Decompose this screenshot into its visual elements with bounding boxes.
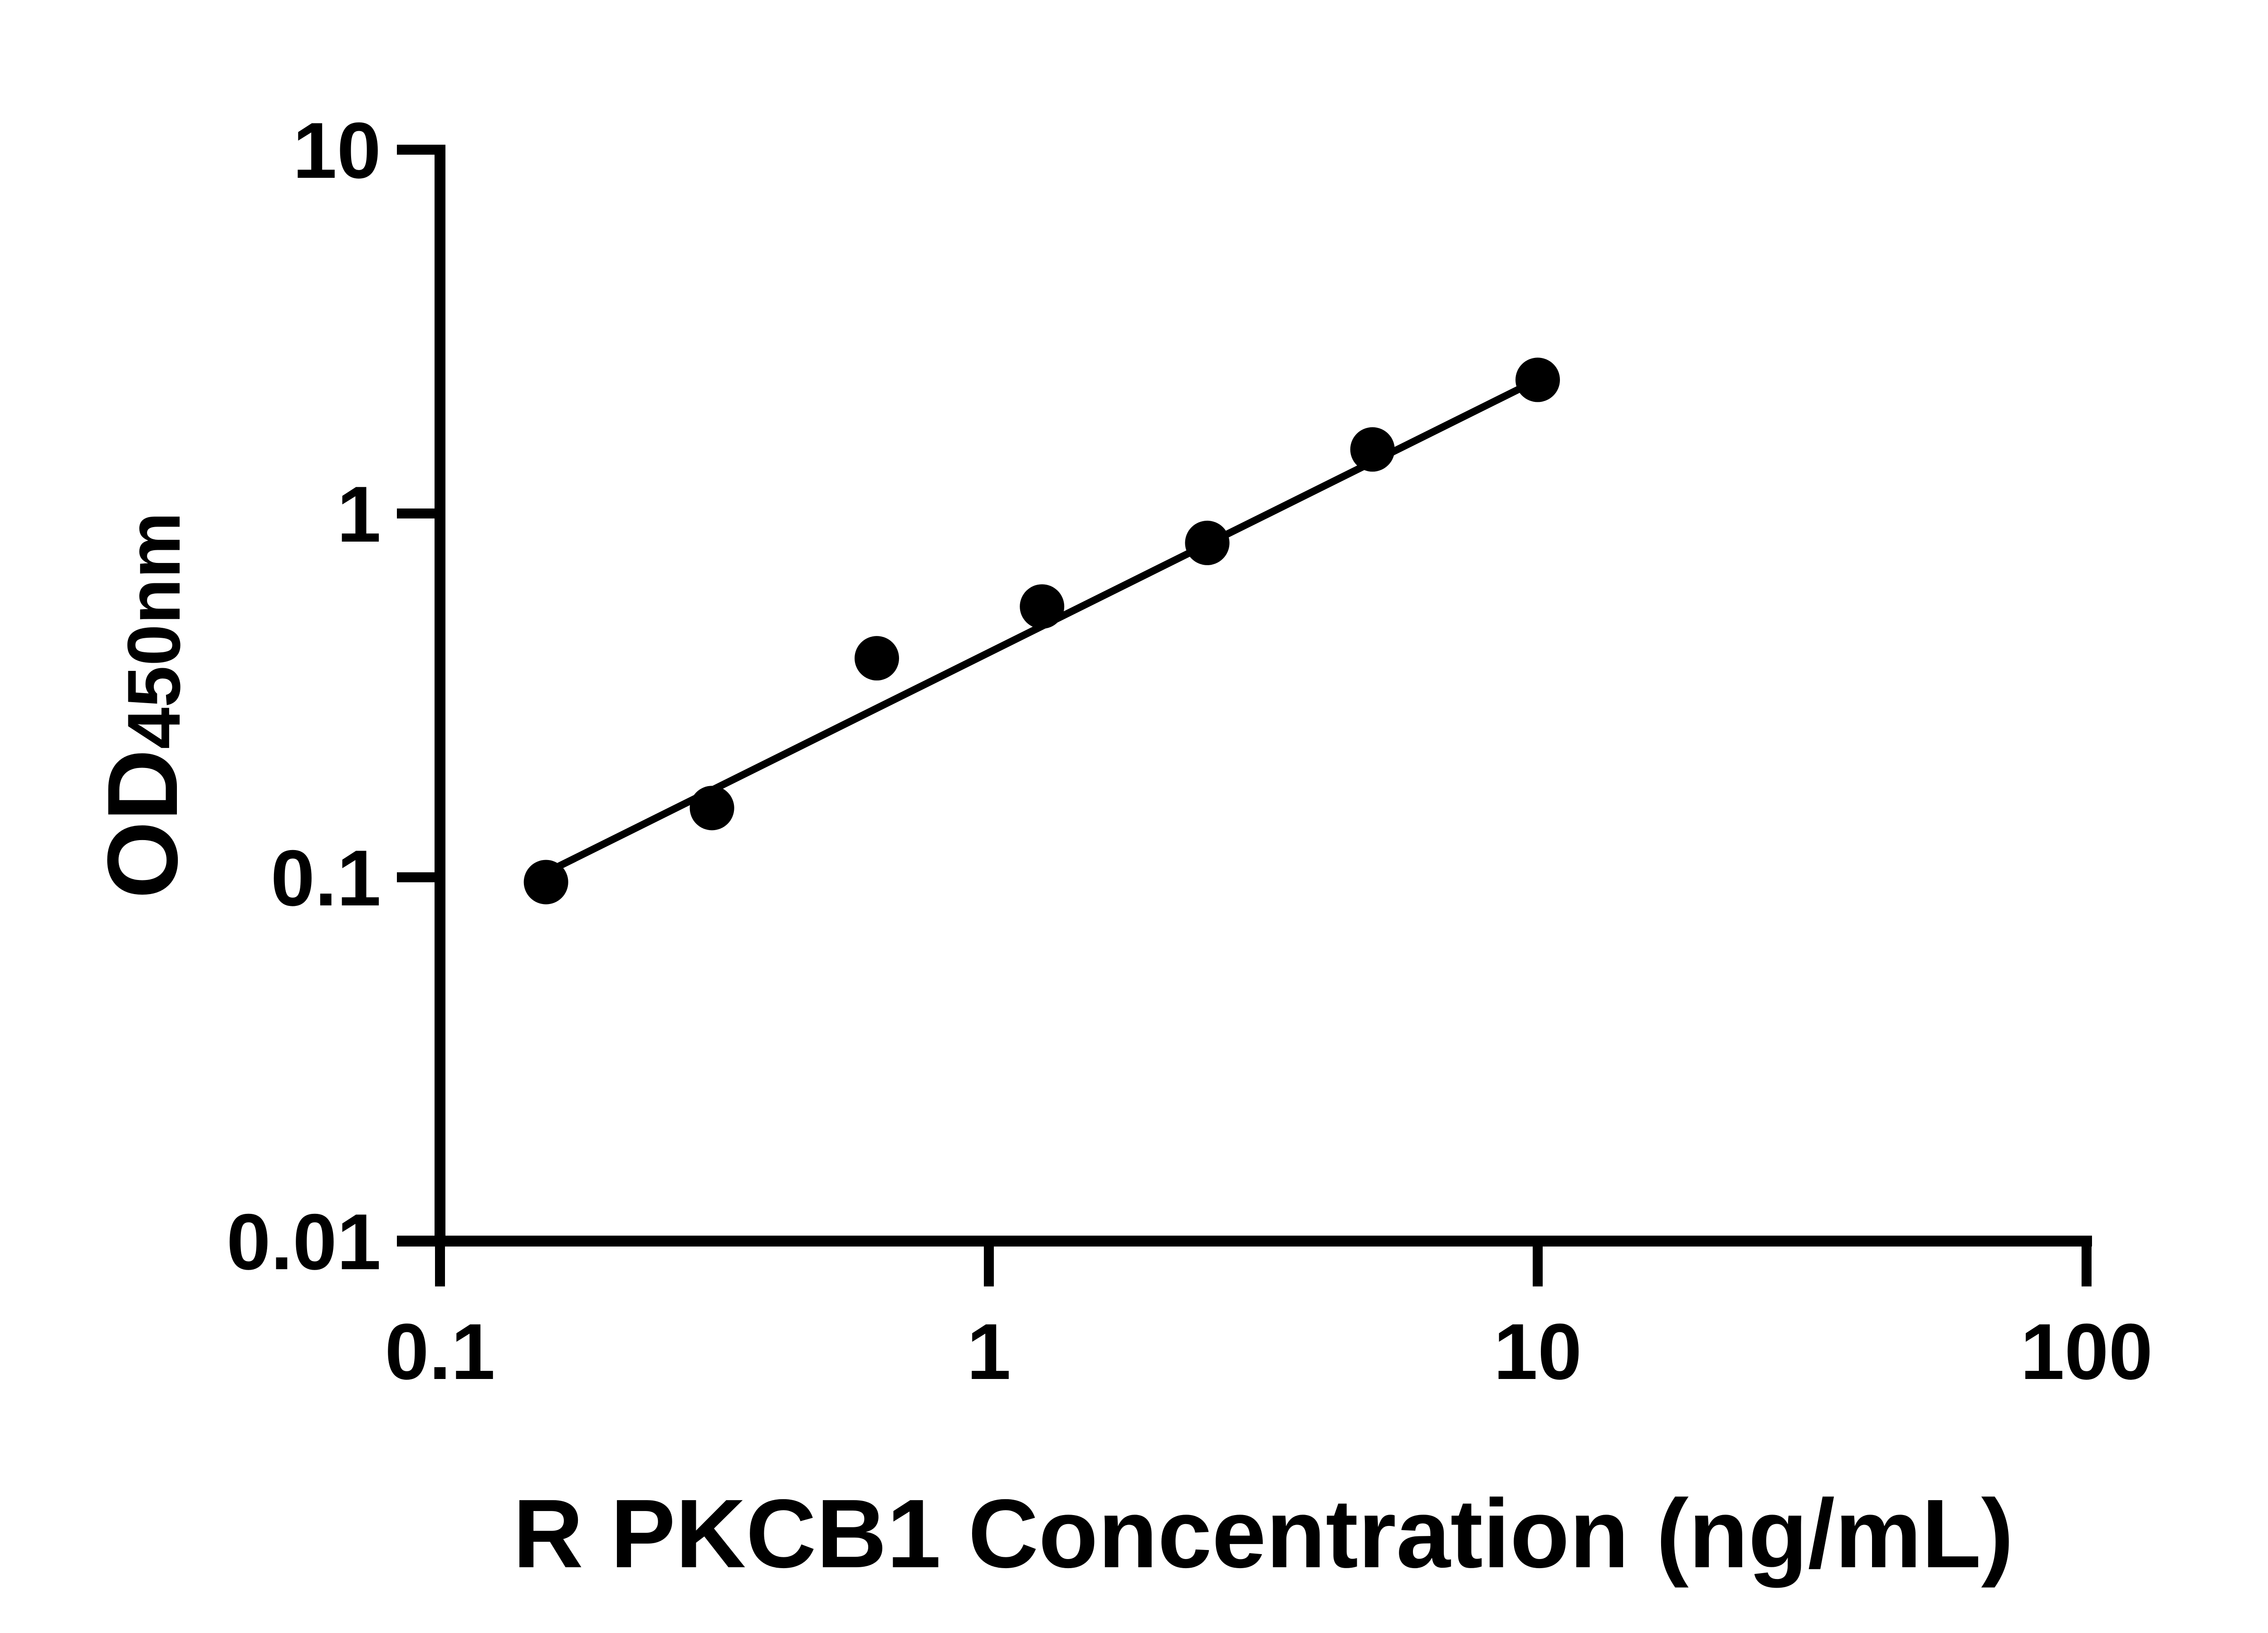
data-point: [523, 860, 568, 905]
data-point: [1350, 427, 1395, 472]
y-tick-label: 0.01: [226, 1198, 381, 1286]
data-point: [1515, 357, 1560, 402]
x-tick-label: 10: [1494, 1308, 1582, 1396]
y-axis-title-main: OD: [87, 749, 198, 899]
x-tick-label: 0.1: [385, 1308, 495, 1396]
x-tick-label: 100: [2020, 1308, 2153, 1396]
data-point: [1185, 520, 1230, 565]
y-axis-title: OD450nm: [87, 512, 198, 899]
y-axis-title-subscript: 450nm: [112, 512, 196, 749]
x-axis-title: R PKCB1 Concentration (ng/mL): [513, 1479, 2014, 1588]
data-point: [855, 636, 899, 681]
y-tick-label: 1: [337, 470, 381, 559]
x-tick-label: 1: [967, 1308, 1011, 1396]
y-tick-label: 0.1: [271, 834, 381, 923]
data-point: [1020, 584, 1065, 629]
data-series-layer: [523, 357, 1560, 905]
y-tick-label: 10: [293, 107, 381, 195]
data-point: [689, 786, 734, 831]
